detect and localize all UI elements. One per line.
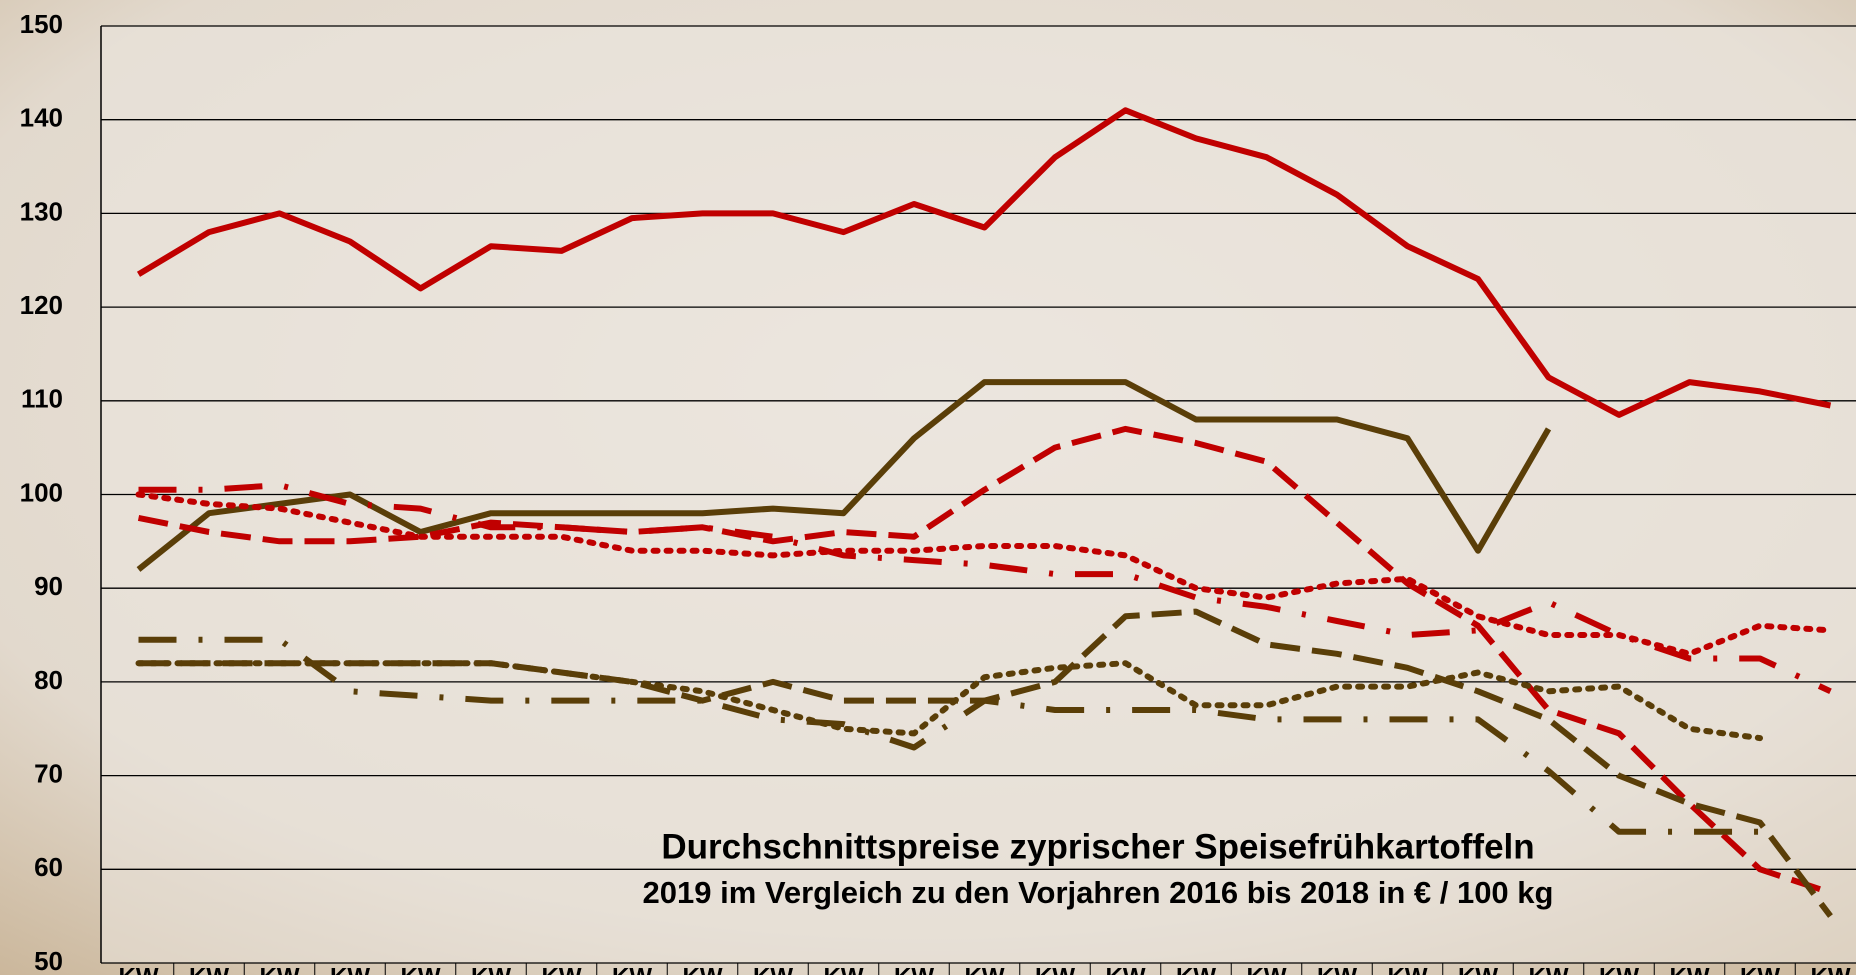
chart-title: Durchschnittspreise zyprischer Speisefrü… xyxy=(661,827,1534,866)
series-line xyxy=(138,482,1832,695)
x-tick-label: KW xyxy=(401,963,441,975)
x-tick-label: KW xyxy=(965,963,1005,975)
y-tick-label: 150 xyxy=(20,9,63,39)
y-tick-label: 50 xyxy=(34,946,63,975)
x-tick-label: KW xyxy=(1247,963,1287,975)
series-line xyxy=(137,425,1832,896)
x-tick-label: KW xyxy=(260,963,300,975)
series-line xyxy=(136,379,1552,572)
x-tick-label: KW xyxy=(1529,963,1569,975)
x-tick-label: KW xyxy=(189,963,229,975)
x-tick-label: KW xyxy=(1458,963,1498,975)
y-tick-label: 90 xyxy=(34,571,63,601)
x-tick-label: KW xyxy=(1670,963,1710,975)
y-tick-label: 110 xyxy=(21,384,63,414)
labels: 50 60 70 80 90 100 110 120 130 140 150 KW KW KW KW KW KW… xyxy=(20,9,1851,975)
x-tick-label: KW xyxy=(330,963,370,975)
y-tick-label: 120 xyxy=(20,290,63,320)
lines xyxy=(135,107,1834,918)
x-tick-label: KW xyxy=(824,963,864,975)
x-tick-label: KW xyxy=(1740,963,1780,975)
y-tick-label: 140 xyxy=(20,103,63,133)
x-tick-label: KW xyxy=(683,963,723,975)
x-tick-label: KW xyxy=(1388,963,1428,975)
y-tick-label: 70 xyxy=(34,758,63,788)
y-tick-label: 60 xyxy=(34,852,63,882)
y-tick-label: 80 xyxy=(34,665,63,695)
x-tick-label: KW xyxy=(119,963,159,975)
chart-subtitle: 2019 im Vergleich zu den Vorjahren 2016 … xyxy=(643,875,1554,910)
x-tick-label: KW xyxy=(1599,963,1639,975)
x-tick-label: KW xyxy=(1176,963,1216,975)
x-tick-label: KW xyxy=(471,963,511,975)
x-tick-label: KW xyxy=(612,963,652,975)
x-tick-label: KW xyxy=(542,963,582,975)
grid xyxy=(100,25,1856,975)
x-tick-label: KW xyxy=(1811,963,1851,975)
y-tick-label: 100 xyxy=(20,477,63,507)
series-line xyxy=(138,636,1760,835)
series-line xyxy=(135,491,1834,657)
x-tick-label: KW xyxy=(1106,963,1146,975)
x-tick-label: KW xyxy=(1035,963,1075,975)
x-tick-label: KW xyxy=(894,963,934,975)
y-tick-label: 130 xyxy=(20,196,63,226)
x-tick-label: KW xyxy=(753,963,793,975)
x-tick-label: KW xyxy=(1317,963,1357,975)
series-line xyxy=(136,107,1832,418)
series-line xyxy=(135,660,1763,742)
